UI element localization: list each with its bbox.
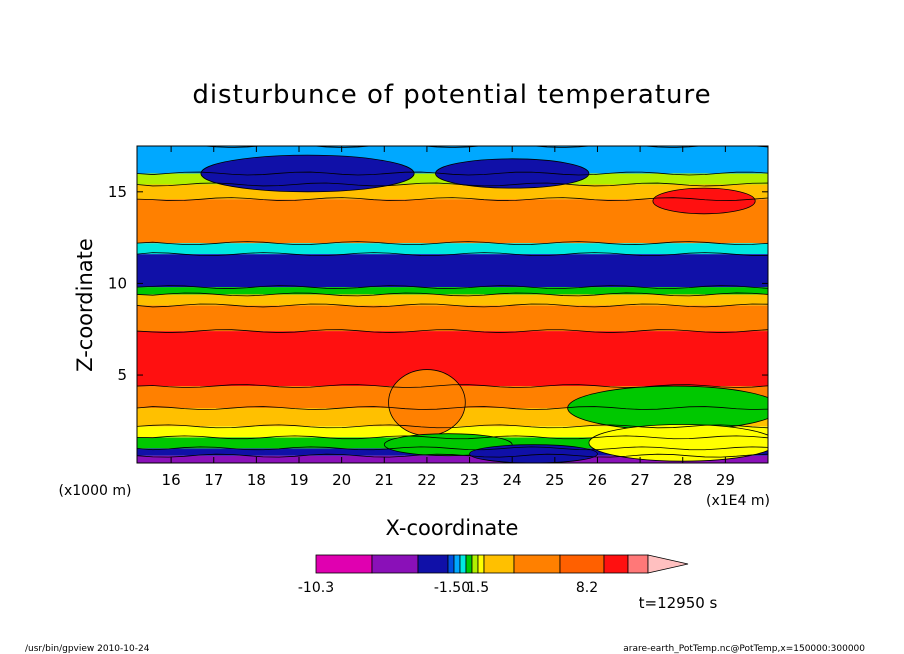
colorbar-box-11	[559, 554, 605, 574]
colorbar-arrow	[647, 554, 689, 574]
time-label: t=12950 s	[639, 594, 718, 612]
footer-left: /usr/bin/gpview 2010-10-24	[25, 644, 150, 654]
chart-title: disturbunce of potential temperature	[192, 80, 711, 110]
x-unit-label: (x1E4 m)	[706, 493, 770, 509]
contour-line-5	[137, 384, 768, 388]
colorbar-label: 8.2	[576, 580, 598, 596]
heatmap-feature-2	[652, 187, 756, 215]
contour-line-14	[137, 171, 768, 176]
heatmap-band-0	[137, 455, 768, 463]
colorbar-box-6	[465, 554, 473, 574]
heatmap-band-11	[137, 243, 768, 255]
contour-line-0	[137, 453, 768, 458]
contour-line-12	[137, 197, 768, 201]
colorbar-box-12	[603, 554, 629, 574]
contour-line-6	[137, 329, 768, 333]
colorbar-box-8	[477, 554, 485, 574]
x-tick-label: 20	[332, 471, 351, 489]
heatmap-band-6	[137, 331, 768, 387]
y-tick-label: 15	[108, 183, 127, 201]
y-tick-label: 5	[117, 366, 127, 384]
x-tick-label: 17	[204, 471, 223, 489]
plot-frame	[136, 145, 769, 464]
x-tick-label: 16	[162, 471, 181, 489]
colorbar-box-7	[471, 554, 479, 574]
colorbar-box-4	[453, 554, 461, 574]
contour-line-11	[137, 241, 768, 245]
colorbar	[315, 554, 689, 574]
contour-line-13	[137, 182, 768, 187]
plot-area	[137, 146, 768, 463]
colorbar-box-0	[315, 554, 373, 574]
contour-line-15	[137, 146, 768, 148]
x-tick-label: 29	[716, 471, 735, 489]
contour-line-2	[137, 435, 768, 440]
x-tick-label: 25	[545, 471, 564, 489]
x-tick-label: 19	[289, 471, 308, 489]
y-axis-title: Z-coordinate	[73, 238, 97, 372]
colorbar-box-2	[417, 554, 449, 574]
colorbar-box-1	[371, 554, 419, 574]
y-axis-ticks: 5 10 15	[108, 183, 768, 384]
colorbar-box-13	[627, 554, 649, 574]
contour-line-8	[137, 292, 768, 297]
y-unit-label: (x1000 m)	[59, 483, 132, 499]
x-tick-label: 26	[588, 471, 607, 489]
contour-line-1	[137, 446, 768, 451]
colorbar-box-3	[447, 554, 455, 574]
heatmap-feature-1	[435, 158, 590, 189]
heatmap-feature-0	[200, 154, 415, 193]
y-tick-label: 10	[108, 274, 127, 292]
contour-line-4	[137, 406, 768, 410]
x-axis-title: X-coordinate	[386, 516, 519, 540]
x-tick-label: 23	[460, 471, 479, 489]
heatmap-band-10	[137, 254, 768, 288]
colorbar-label: -1.50	[434, 580, 470, 596]
heatmap-band-9	[137, 287, 768, 295]
colorbar-label: 1.5	[467, 580, 489, 596]
colorbar-label: -10.3	[298, 580, 334, 596]
contour-line-9	[137, 285, 768, 289]
heatmap-feature-7	[469, 444, 598, 463]
colorbar-labels: -10.3 -1.501.5 8.2	[298, 580, 598, 596]
heatmap-band-8	[137, 294, 768, 306]
footer-right: arare-earth_PotTemp.nc@PotTemp,x=150000:…	[623, 644, 865, 654]
colorbar-box-10	[513, 554, 561, 574]
contour-line-10	[137, 252, 768, 256]
colorbar-box-5	[459, 554, 467, 574]
x-tick-label: 21	[375, 471, 394, 489]
x-tick-label: 27	[631, 471, 650, 489]
x-axis-ticks: 16 17 18 19 20 21 22 23 24 25 26 27 28 29	[162, 146, 735, 489]
x-tick-label: 24	[503, 471, 522, 489]
x-tick-label: 28	[673, 471, 692, 489]
heatmap-band-7	[137, 305, 768, 332]
x-tick-label: 18	[247, 471, 266, 489]
colorbar-box-9	[483, 554, 515, 574]
heatmap-band-3	[137, 426, 768, 438]
contour-line-3	[137, 424, 768, 429]
contour-line-7	[137, 303, 768, 308]
x-tick-label: 22	[417, 471, 436, 489]
